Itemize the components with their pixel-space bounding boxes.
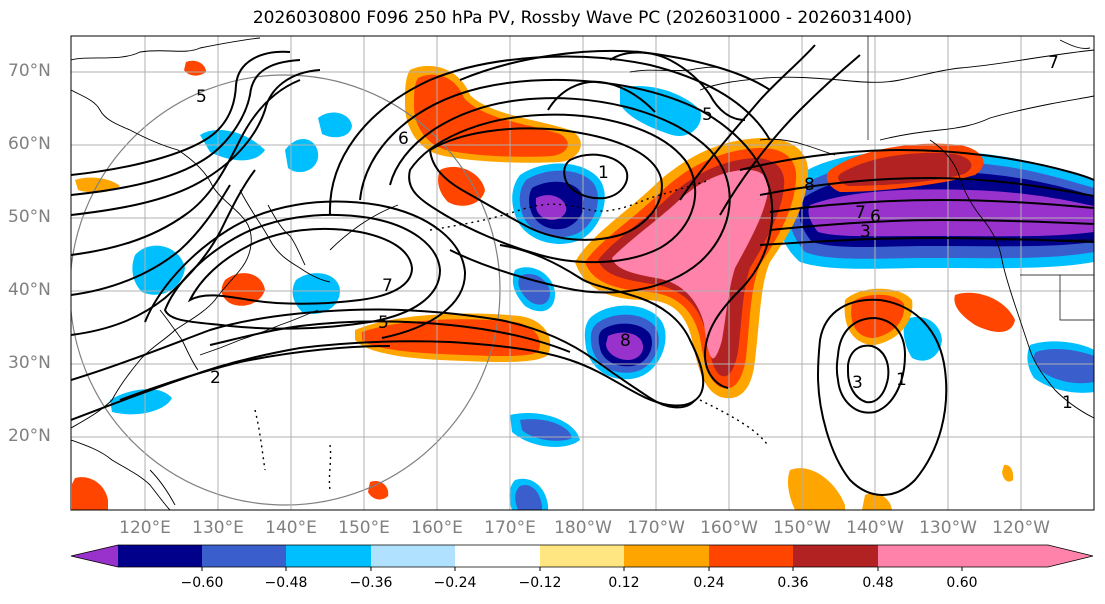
latitude-label: 60°N — [8, 134, 51, 154]
latitude-label: 40°N — [8, 280, 51, 300]
colorbar-segment — [286, 545, 371, 567]
colorbar-tick-label: −0.12 — [518, 575, 562, 591]
colorbar-outline — [70, 544, 1094, 568]
colorbar-tick-label: −0.48 — [264, 575, 308, 591]
longitude-label: 160°W — [700, 518, 758, 538]
positive-anomaly-subtropical-jet — [355, 313, 551, 363]
contour-label: 5 — [378, 313, 389, 333]
map-gridlines — [71, 36, 1094, 510]
longitude-label: 120°E — [119, 518, 171, 538]
latitude-label: 70°N — [8, 61, 51, 81]
colorbar-tick-label: 0.12 — [608, 575, 640, 591]
latitude-label: 50°N — [8, 207, 51, 227]
contour-label: 3 — [860, 222, 871, 242]
longitude-label: 160°E — [411, 518, 463, 538]
contour-label: 7 — [1048, 53, 1059, 73]
contour-label: 8 — [620, 331, 631, 351]
longitude-label: 180°W — [554, 518, 612, 538]
longitude-label: 170°E — [484, 518, 536, 538]
contour-label: 7 — [855, 203, 866, 223]
contour-label: 1 — [598, 163, 609, 183]
longitude-label: 140°W — [846, 518, 904, 538]
longitude-label: 130°E — [192, 518, 244, 538]
colorbar-tick-label: 0.24 — [693, 575, 725, 591]
contour-label: 8 — [804, 175, 815, 195]
longitude-label: 120°W — [992, 518, 1050, 538]
contour-label: 6 — [870, 207, 881, 227]
colorbar-segment — [624, 545, 709, 567]
map-title: 2026030800 F096 250 hPa PV, Rossby Wave … — [252, 8, 913, 28]
contour-label: 1 — [1062, 393, 1073, 413]
radius-circle — [71, 74, 501, 506]
longitude-label: 130°W — [919, 518, 977, 538]
colorbar-tick-label: 0.60 — [946, 575, 978, 591]
contour-label: 6 — [398, 129, 409, 149]
contour-label: 7 — [382, 276, 393, 296]
longitude-label: 150°W — [773, 518, 831, 538]
negative-anomaly-central-pacific — [512, 163, 605, 244]
colorbar-tick-label: −0.36 — [349, 575, 393, 591]
colorbar-extend-high — [962, 545, 1093, 567]
colorbar-segment — [371, 545, 455, 567]
latitude-label: 30°N — [8, 353, 51, 373]
contour-label: 2 — [210, 368, 221, 388]
contour-label: 1 — [896, 370, 907, 390]
height-contours — [71, 44, 1094, 496]
contour-labels: 5 7 5 6 1 2 7 5 8 6 3 3 1 1 8 7 — [196, 53, 1073, 413]
colorbar-segment — [878, 545, 962, 567]
colorbar-segment — [118, 545, 202, 567]
negative-anomaly-subtropical — [584, 305, 666, 380]
colorbar-tick-label: 0.48 — [862, 575, 894, 591]
colorbar-extend-low — [71, 545, 118, 567]
longitude-label: 140°E — [265, 518, 317, 538]
latitude-label: 20°N — [8, 426, 51, 446]
colorbar-segment — [455, 545, 540, 567]
longitude-label: 150°E — [338, 518, 390, 538]
colorbar-tick-label: 0.36 — [777, 575, 809, 591]
longitude-label: 170°W — [627, 518, 685, 538]
colorbar — [70, 544, 1094, 571]
contour-label: 5 — [702, 105, 713, 125]
colorbar-segment — [793, 545, 878, 567]
contour-label: 3 — [852, 373, 863, 393]
colorbar-tick-label: −0.60 — [180, 575, 224, 591]
colorbar-segment — [202, 545, 286, 567]
island-markers — [254, 179, 769, 491]
colorbar-segment — [540, 545, 624, 567]
colorbar-tick-label: −0.24 — [433, 575, 477, 591]
colorbar-segment — [709, 545, 793, 567]
contour-label: 5 — [196, 87, 207, 107]
map-frame — [70, 35, 1095, 511]
